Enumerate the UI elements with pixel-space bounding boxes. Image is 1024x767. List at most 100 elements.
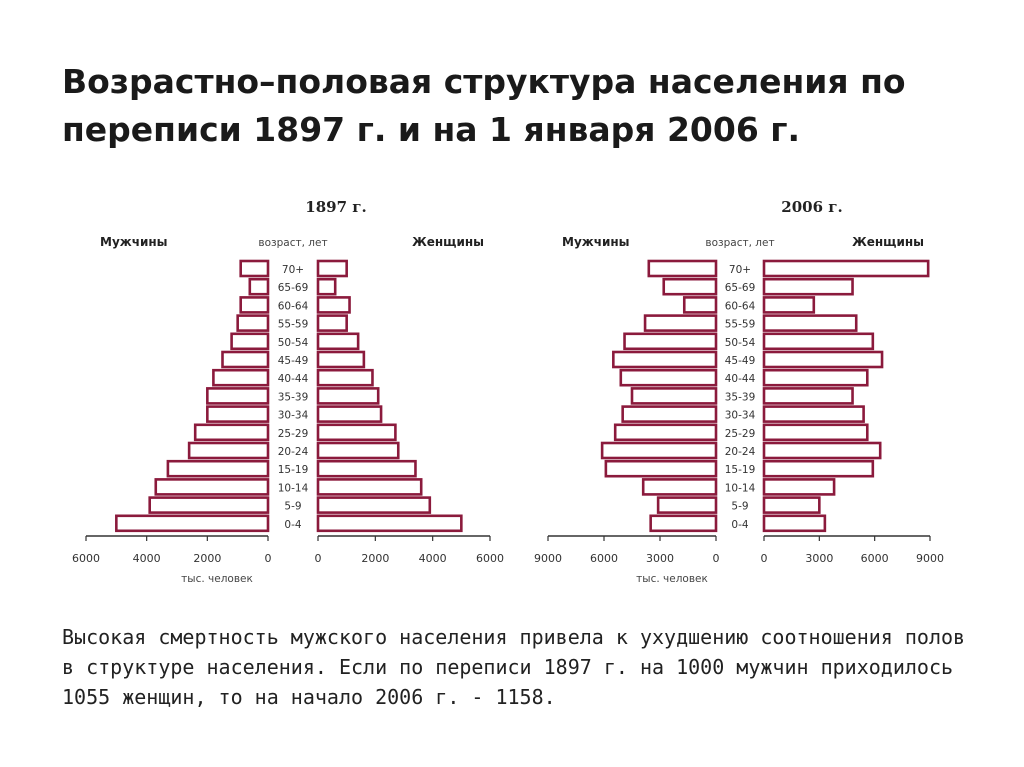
chart-1897-age-label-15-19: 15-19: [278, 464, 309, 476]
chart-2006-left-tick-label: 3000: [646, 552, 674, 565]
chart-2006-male-bar-15-19: [604, 459, 718, 478]
chart-2006-male-bar-0-4: [649, 514, 718, 533]
chart-1897-male-bar-60-64: [239, 296, 270, 314]
chart-1897-male-bar-10-14: [154, 478, 270, 496]
chart-2006-age-label-15-19: 15-19: [725, 464, 756, 476]
chart-2006-age-label-65-69: 65-69: [725, 282, 756, 294]
chart-2006-male-bar-60-64: [682, 296, 718, 314]
chart-2006-male-bar-65-69: [662, 277, 718, 296]
chart-1897-male-bar-25-29: [193, 423, 270, 442]
chart-2006-age-label-5-9: 5-9: [731, 501, 748, 513]
chart-1897-female-bar-30-34: [316, 405, 383, 423]
chart-1897-female-bar-5-9: [316, 496, 432, 514]
chart-1897-age-label-70+: 70+: [282, 264, 304, 276]
chart-2006-female-bar-35-39: [762, 387, 854, 405]
chart-2006-female-bar-10-14: [762, 478, 836, 496]
chart-1897-age-label-50-54: 50-54: [278, 337, 309, 349]
chart-1897-male-label: Мужчины: [100, 235, 168, 249]
chart-2006-male-bar-20-24: [600, 441, 718, 460]
chart-1897-male-bar-35-39: [206, 387, 270, 405]
chart-2006-left-tick-label: 0: [713, 552, 720, 565]
chart-2006-male-bar-30-34: [621, 405, 718, 423]
chart-2006-female-bar-0-4: [762, 514, 827, 533]
chart-2006-female-bar-15-19: [762, 459, 875, 478]
chart-1897-left-tick-label: 4000: [133, 552, 161, 565]
chart-2006-female-bar-60-64: [762, 296, 816, 314]
chart-1897-female-bar-45-49: [316, 350, 366, 369]
chart-1897-age-label-5-9: 5-9: [284, 501, 301, 513]
chart-2006-left-tick-label: 9000: [534, 552, 562, 565]
chart-2006-female-bar-55-59: [762, 314, 858, 332]
chart-1897-female-bar-10-14: [316, 478, 423, 496]
chart-2006-age-label-45-49: 45-49: [725, 355, 756, 367]
chart-2006-male-bar-50-54: [623, 332, 718, 351]
chart-1897-female-label: Женщины: [412, 235, 484, 249]
chart-2006-female-bar-40-44: [762, 368, 869, 387]
chart-2006-left-tick-label: 6000: [590, 552, 618, 565]
chart-2006-male-bar-40-44: [619, 368, 718, 387]
chart-1897-male-bar-0-4: [115, 514, 270, 533]
chart-2006-age-label-25-29: 25-29: [725, 428, 756, 440]
chart-2006-female-bar-50-54: [762, 332, 875, 351]
chart-2006-title: 2006 г.: [781, 198, 842, 216]
chart-1897-age-header: возраст, лет: [258, 237, 327, 249]
chart-2006-age-label-50-54: 50-54: [725, 337, 756, 349]
chart-1897-male-bar-40-44: [212, 368, 270, 387]
chart-1897-right-tick-label: 0: [315, 552, 322, 565]
chart-2006-male-bar-10-14: [641, 478, 718, 496]
chart-1897-female-bar-65-69: [316, 277, 337, 296]
chart-1897-right-tick-label: 4000: [419, 552, 447, 565]
chart-1897-left-tick-label: 2000: [193, 552, 221, 565]
chart-2006-age-label-40-44: 40-44: [725, 373, 756, 385]
chart-1897-male-bar-55-59: [236, 314, 270, 332]
chart-1897-female-bar-15-19: [316, 459, 417, 478]
chart-1897-male-bar-20-24: [187, 441, 270, 460]
chart-1897-female-bar-20-24: [316, 441, 400, 460]
chart-2006-age-label-10-14: 10-14: [725, 482, 756, 494]
chart-1897-left-tick-label: 6000: [72, 552, 100, 565]
chart-2006-male-bar-55-59: [643, 314, 718, 332]
chart-2006-right-tick-label: 9000: [916, 552, 944, 565]
chart-1897-title: 1897 г.: [305, 198, 366, 216]
chart-1897-age-label-35-39: 35-39: [278, 391, 309, 403]
chart-2006-x-axis-label: тыс. человек: [636, 573, 708, 585]
chart-2006-male-bar-45-49: [612, 350, 718, 369]
chart-1897-male-bar-15-19: [166, 459, 270, 478]
chart-2006-right-tick-label: 3000: [805, 552, 833, 565]
chart-1897-female-bar-35-39: [316, 387, 380, 405]
chart-2006-age-label-30-34: 30-34: [725, 410, 756, 422]
chart-2006-female-bar-25-29: [762, 423, 869, 442]
chart-2006-age-header: возраст, лет: [705, 237, 774, 249]
chart-2006-age-label-70+: 70+: [729, 264, 751, 276]
chart-2006-age-label-60-64: 60-64: [725, 300, 756, 312]
chart-2006-male-bar-5-9: [656, 496, 718, 514]
chart-2006-female-bar-20-24: [762, 441, 882, 460]
page-title: Возрастно–половая структура населения по…: [62, 62, 906, 149]
chart-1897-age-label-20-24: 20-24: [278, 446, 309, 458]
chart-2006-age-label-55-59: 55-59: [725, 319, 756, 331]
chart-2006-female-bar-5-9: [762, 496, 821, 514]
chart-1897-age-label-65-69: 65-69: [278, 282, 309, 294]
chart-1897-female-bar-40-44: [316, 368, 374, 387]
chart-1897-female-bar-50-54: [316, 332, 360, 351]
chart-2006-male-bar-35-39: [630, 387, 718, 405]
chart-1897-female-bar-0-4: [316, 514, 463, 533]
chart-1897-age-label-30-34: 30-34: [278, 410, 309, 422]
chart-1897-age-label-55-59: 55-59: [278, 319, 309, 331]
chart-2006-female-label: Женщины: [852, 235, 924, 249]
chart-1897-male-bar-30-34: [206, 405, 270, 423]
chart-1897-male-bar-65-69: [248, 277, 270, 296]
chart-1897-male-bar-45-49: [221, 350, 270, 369]
chart-2006-age-label-0-4: 0-4: [731, 519, 748, 531]
chart-2006-female-bar-70+: [762, 259, 930, 278]
chart-1897-male-bar-50-54: [230, 332, 270, 351]
chart-1897-age-label-40-44: 40-44: [278, 373, 309, 385]
chart-2006-male-bar-25-29: [613, 423, 718, 442]
chart-2006-female-bar-30-34: [762, 405, 865, 423]
chart-1897-male-bar-70+: [239, 259, 270, 278]
chart-1897-right-tick-label: 2000: [361, 552, 389, 565]
chart-1897-female-bar-70+: [316, 259, 348, 278]
caption-text: Высокая смертность мужского населения пр…: [62, 625, 966, 709]
chart-1897-male-bar-5-9: [148, 496, 270, 514]
chart-1897-age-label-25-29: 25-29: [278, 428, 309, 440]
